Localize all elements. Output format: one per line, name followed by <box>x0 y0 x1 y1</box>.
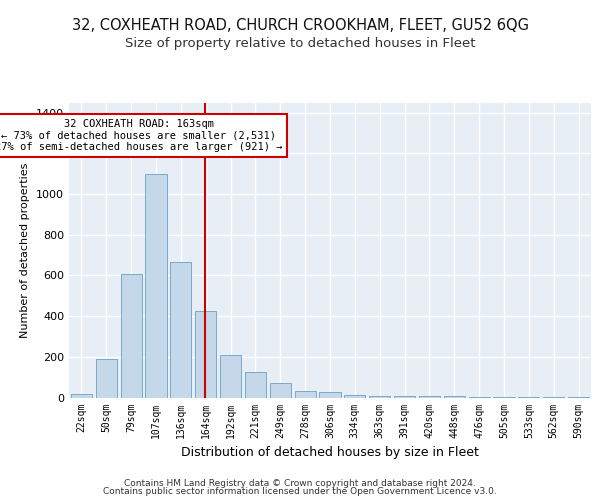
Bar <box>145 174 167 398</box>
Bar <box>518 397 539 398</box>
Bar <box>220 355 241 398</box>
Bar <box>319 392 341 398</box>
Bar <box>469 397 490 398</box>
Text: Contains HM Land Registry data © Crown copyright and database right 2024.: Contains HM Land Registry data © Crown c… <box>124 478 476 488</box>
Text: Size of property relative to detached houses in Fleet: Size of property relative to detached ho… <box>125 38 475 51</box>
Bar <box>568 397 589 398</box>
Bar <box>444 396 465 398</box>
Bar <box>493 397 515 398</box>
Bar <box>71 394 92 398</box>
Y-axis label: Number of detached properties: Number of detached properties <box>20 162 31 338</box>
Bar <box>170 262 191 398</box>
Bar <box>270 384 291 398</box>
Bar <box>419 396 440 398</box>
Text: Contains public sector information licensed under the Open Government Licence v3: Contains public sector information licen… <box>103 488 497 496</box>
Bar <box>121 274 142 398</box>
Text: 32, COXHEATH ROAD, CHURCH CROOKHAM, FLEET, GU52 6QG: 32, COXHEATH ROAD, CHURCH CROOKHAM, FLEE… <box>71 18 529 32</box>
Bar <box>394 396 415 398</box>
Bar <box>344 396 365 398</box>
Bar <box>195 311 216 398</box>
Text: 32 COXHEATH ROAD: 163sqm
← 73% of detached houses are smaller (2,531)
27% of sem: 32 COXHEATH ROAD: 163sqm ← 73% of detach… <box>0 119 283 152</box>
Bar <box>369 396 390 398</box>
Bar <box>96 359 117 398</box>
Bar <box>295 392 316 398</box>
X-axis label: Distribution of detached houses by size in Fleet: Distribution of detached houses by size … <box>181 446 479 459</box>
Bar <box>543 397 564 398</box>
Bar <box>245 372 266 398</box>
